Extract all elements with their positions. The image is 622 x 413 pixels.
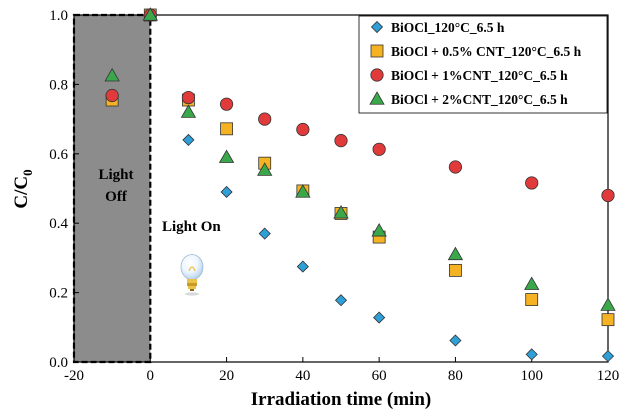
legend-label: BiOCl + 1%CNT_120°C_6.5 h bbox=[391, 68, 568, 83]
data-point-triangle bbox=[257, 162, 273, 176]
y-tick-label: 0.2 bbox=[49, 286, 68, 302]
light-on-label: Light On bbox=[162, 219, 221, 235]
x-tick-label: 0 bbox=[147, 368, 155, 384]
data-point-diamond bbox=[220, 185, 233, 199]
legend: BiOCl_120°C_6.5 h BiOCl + 0.5% CNT_120°C_… bbox=[358, 15, 608, 114]
light-off-label-line2: Off bbox=[105, 189, 128, 205]
data-point-square bbox=[449, 263, 462, 277]
light-off-label-line1: Light bbox=[98, 167, 133, 183]
data-point-square bbox=[220, 122, 233, 136]
legend-marker-triangle bbox=[369, 91, 385, 105]
data-point-diamond bbox=[525, 348, 538, 361]
data-point-square bbox=[601, 313, 615, 327]
legend-label: BiOCl_120°C_6.5 h bbox=[391, 20, 505, 35]
legend-label: BiOCl + 0.5% CNT_120°C_6.5 h bbox=[391, 44, 582, 59]
y-tick-label: 0.6 bbox=[49, 147, 68, 163]
data-point-diamond bbox=[334, 294, 348, 307]
data-point-triangle bbox=[447, 246, 464, 261]
data-point-diamond bbox=[373, 311, 386, 324]
plot-frame bbox=[73, 14, 609, 363]
data-point-triangle bbox=[295, 184, 311, 198]
data-point-square bbox=[525, 293, 539, 306]
series-diamond bbox=[144, 8, 615, 363]
y-axis-title-subscript: 0 bbox=[20, 169, 35, 176]
data-point-triangle bbox=[142, 7, 158, 21]
x-tick-label: 120 bbox=[597, 368, 620, 384]
data-point-circle bbox=[181, 90, 196, 105]
y-axis-title-main: C/C bbox=[11, 176, 32, 209]
x-tick-label: 60 bbox=[372, 368, 387, 384]
data-point-circle bbox=[525, 176, 539, 190]
legend-marker-square bbox=[370, 44, 384, 58]
data-point-circle bbox=[219, 97, 234, 111]
data-point-diamond bbox=[449, 334, 462, 347]
y-tick-label: 1.0 bbox=[49, 8, 68, 24]
x-tick-label: 80 bbox=[448, 368, 463, 384]
data-point-circle bbox=[601, 188, 615, 203]
y-tick-label: 0.8 bbox=[49, 77, 68, 93]
legend-label: BiOCl + 2%CNT_120°C_6.5 h bbox=[391, 92, 568, 107]
data-point-diamond bbox=[182, 133, 195, 146]
data-point-circle bbox=[372, 142, 386, 156]
y-axis-title: C/C0 bbox=[11, 169, 35, 208]
x-tick-label: 100 bbox=[520, 368, 543, 384]
data-point-circle bbox=[334, 134, 348, 148]
data-point-diamond bbox=[258, 227, 271, 240]
data-point-triangle bbox=[600, 297, 616, 311]
data-point-triangle bbox=[180, 104, 197, 118]
x-tick-label: 40 bbox=[295, 368, 310, 384]
data-point-triangle bbox=[524, 276, 540, 290]
data-point-triangle bbox=[333, 204, 349, 219]
x-tick-label: 20 bbox=[219, 368, 234, 384]
x-axis-title: Irradiation time (min) bbox=[251, 389, 431, 410]
light-bulb-icon bbox=[180, 254, 204, 296]
svg-text:C/C0: C/C0 bbox=[11, 169, 35, 208]
data-point-triangle bbox=[104, 67, 120, 82]
legend-marker-circle bbox=[370, 68, 384, 82]
y-tick-label: 0.4 bbox=[49, 216, 68, 232]
legend-box bbox=[358, 15, 608, 114]
x-tick-label: -20 bbox=[64, 368, 84, 384]
data-point-circle bbox=[258, 112, 272, 126]
data-point-circle bbox=[448, 160, 463, 174]
data-point-triangle bbox=[371, 223, 387, 237]
y-tick-label: 0.0 bbox=[49, 355, 68, 371]
series-triangle bbox=[104, 7, 616, 311]
data-point-diamond bbox=[296, 260, 309, 273]
legend-marker-diamond bbox=[370, 20, 384, 34]
data-point-triangle bbox=[218, 149, 235, 163]
data-point-circle bbox=[105, 88, 119, 103]
data-point-diamond bbox=[601, 350, 615, 363]
data-point-circle bbox=[296, 122, 310, 137]
